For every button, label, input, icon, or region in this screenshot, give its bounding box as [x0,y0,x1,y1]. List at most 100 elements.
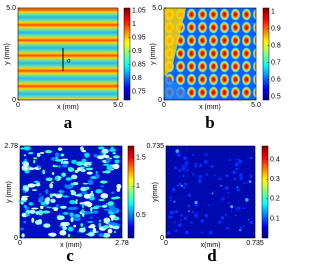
speckle [21,233,25,238]
y-tick-label: 5.0 [6,5,16,12]
speckle [38,193,42,196]
panels: 0 5.0 0 5.0 x (mm) y (mm) 0.75 0.8 0.85 0.9 0.95 1 1… [4,5,281,264]
speckle [20,196,28,201]
speckle [111,191,115,194]
speckle [227,216,229,218]
speckle [168,215,172,219]
speckle [73,224,77,228]
colorbar-tick-label: 1 [136,183,140,190]
speckle [84,152,90,158]
speckle [198,175,203,179]
speckle [52,165,59,168]
speckle [188,205,190,207]
speckle [180,184,183,187]
speckle [45,177,53,182]
speckle [42,205,48,207]
speckle [220,184,223,187]
speckle [23,161,30,167]
speckle [166,231,171,235]
speckle [96,230,99,234]
speckle [194,203,198,207]
speckle [188,206,190,208]
speckle [69,212,74,217]
speckle [177,184,179,187]
speckle [55,152,60,158]
x-tick-label: 5.0 [251,102,261,109]
colorbar-tick-label: 0.85 [132,62,146,69]
speckle [236,158,239,161]
speckle [208,230,213,235]
speckle [62,195,69,198]
speckle [61,172,66,177]
speckle [236,186,238,188]
speckle [93,154,98,158]
speckle [40,205,44,210]
speckle [175,149,180,154]
speckle [55,159,63,162]
speckle [92,227,97,234]
colorbar-tick-label: 0.8 [271,42,281,49]
colorbar-tick-label: 0.6 [271,76,281,83]
speckle [108,148,117,152]
speckle [247,179,249,181]
speckle [203,160,208,164]
speckle [237,206,242,210]
speckle [62,225,67,231]
speckle [65,184,73,190]
panel-label: b [205,113,214,132]
speckle [105,157,111,163]
speckle [50,198,56,203]
speckle [171,216,174,218]
speckle [83,161,92,167]
speckle [70,216,74,223]
speckle [55,156,59,160]
speckle [204,213,208,218]
speckle [174,166,178,170]
speckle [179,219,182,222]
speckle [28,152,34,155]
speckle [73,216,81,222]
speckle [48,233,52,236]
speckle [95,189,103,194]
speckle [211,203,214,205]
speckle [236,188,240,192]
speckle [247,219,250,221]
y-tick-label: 0 [160,235,164,242]
speckle [224,185,229,190]
speckle [89,177,97,179]
speckle [20,147,25,150]
speckle [221,219,223,221]
speckle [232,170,236,175]
speckle [62,163,68,168]
heatmap-region [164,75,194,100]
speckle [210,164,214,169]
speckle [218,177,222,181]
speckle [80,223,84,227]
x-axis-label: x (mm) [199,104,221,111]
speckle [36,152,41,157]
speckle [24,204,27,209]
speckle [111,207,118,213]
speckle [193,213,198,218]
speckle [194,164,198,168]
speckle [84,186,90,190]
x-tick-label: 2.78 [115,240,129,247]
speckle [70,191,77,196]
speckle [23,220,27,224]
speckle [80,146,84,151]
speckle [67,167,75,172]
speckle [31,217,35,223]
speckle [191,154,194,156]
speckle [200,219,205,223]
speckle [181,164,184,167]
speckle [230,210,233,212]
speckle [225,174,229,178]
speckle [184,161,189,165]
colorbar [127,145,135,239]
speckle [113,216,120,221]
x-tick-label: 0 [16,102,20,109]
speckle [100,180,108,184]
speckle [102,233,111,238]
x-tick-label: 0.735 [246,240,264,247]
speckle [238,159,243,164]
